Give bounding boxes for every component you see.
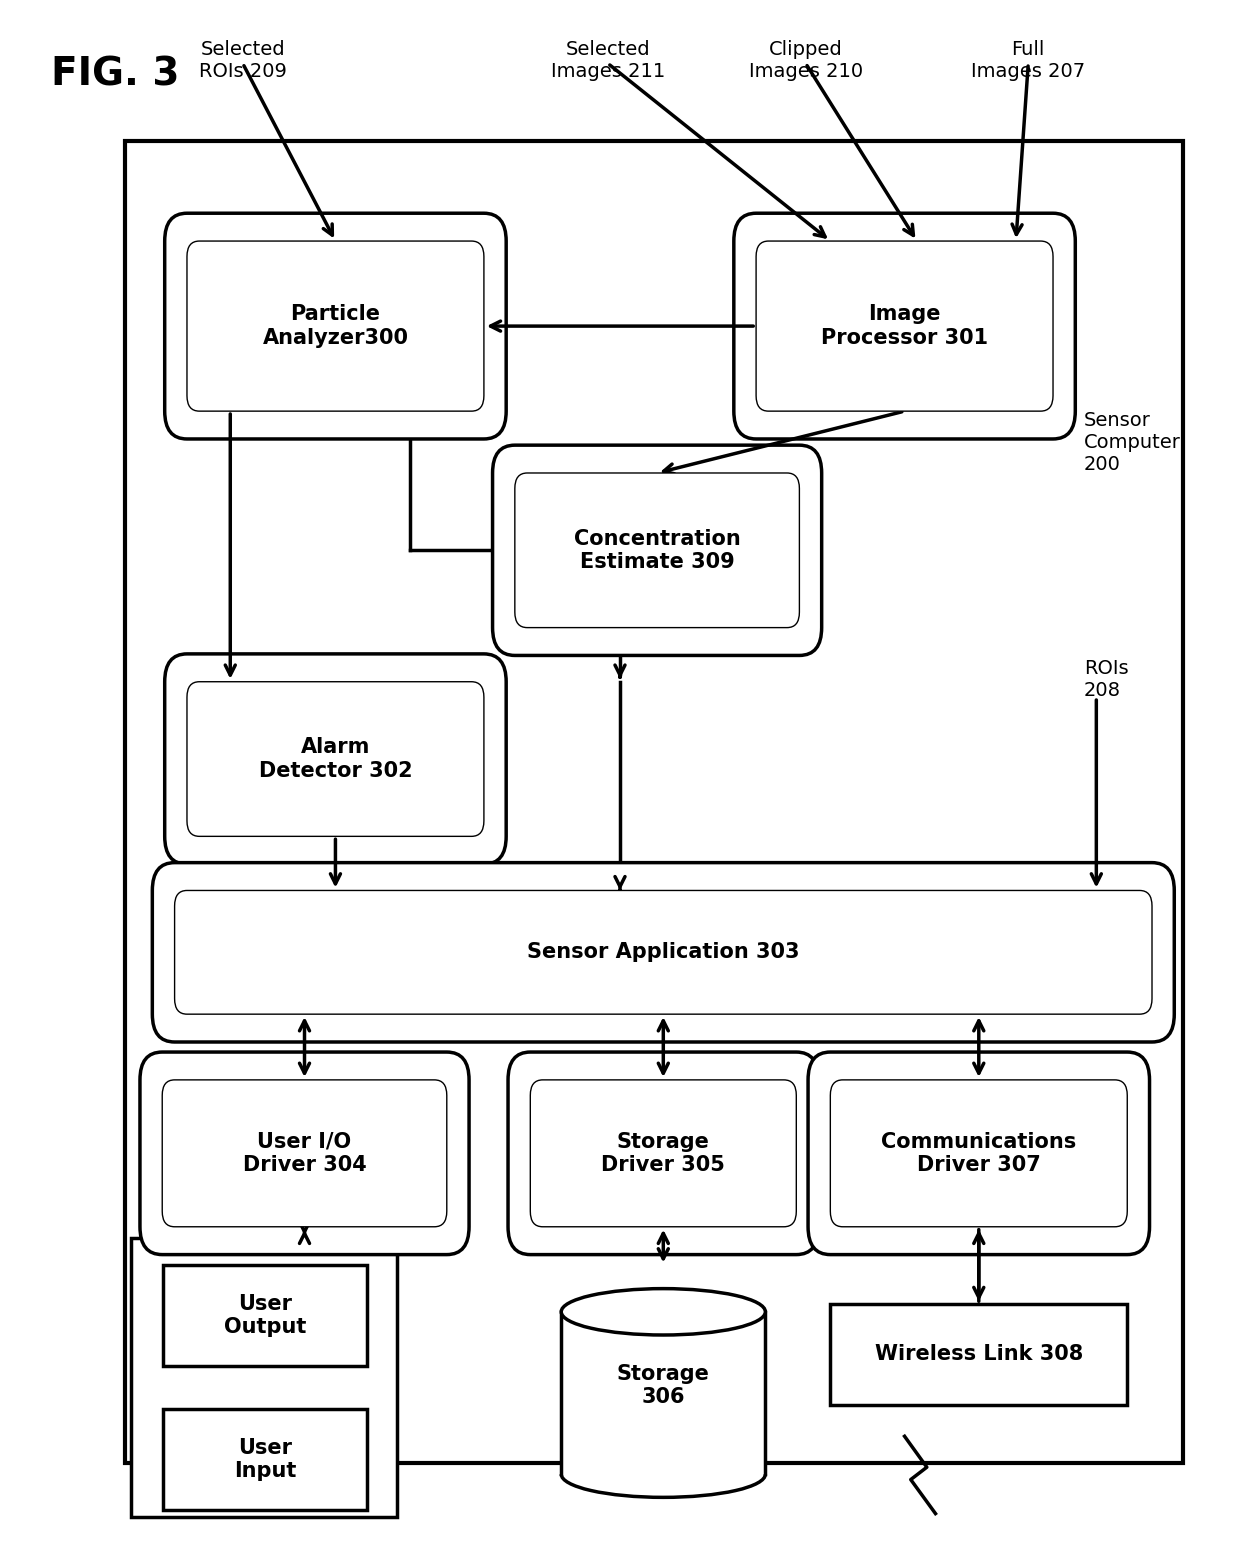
Bar: [131, 1238, 397, 1516]
Text: Storage
Driver 305: Storage Driver 305: [601, 1132, 725, 1176]
FancyBboxPatch shape: [808, 1052, 1149, 1255]
Text: Selected
Images 211: Selected Images 211: [551, 40, 665, 81]
FancyBboxPatch shape: [162, 1080, 446, 1227]
FancyBboxPatch shape: [492, 445, 822, 655]
Bar: [125, 141, 1183, 1462]
Text: Concentration
Estimate 309: Concentration Estimate 309: [574, 528, 740, 572]
Ellipse shape: [562, 1289, 765, 1335]
FancyBboxPatch shape: [756, 242, 1053, 410]
FancyBboxPatch shape: [187, 682, 484, 836]
Bar: [831, 1304, 1127, 1405]
FancyBboxPatch shape: [531, 1080, 796, 1227]
FancyBboxPatch shape: [187, 242, 484, 410]
FancyBboxPatch shape: [515, 472, 800, 627]
FancyBboxPatch shape: [734, 214, 1075, 438]
Bar: [162, 1410, 367, 1510]
Bar: [162, 1266, 367, 1366]
Text: FIG. 3: FIG. 3: [51, 56, 180, 93]
FancyBboxPatch shape: [175, 891, 1152, 1015]
FancyBboxPatch shape: [831, 1080, 1127, 1227]
Text: Communications
Driver 307: Communications Driver 307: [882, 1132, 1076, 1176]
Text: User I/O
Driver 304: User I/O Driver 304: [243, 1132, 366, 1176]
Text: Particle
Analyzer300: Particle Analyzer300: [263, 305, 408, 347]
Text: Clipped
Images 210: Clipped Images 210: [749, 40, 863, 81]
Bar: [562, 1312, 765, 1475]
Text: User
Input: User Input: [233, 1437, 296, 1481]
Text: Sensor Application 303: Sensor Application 303: [527, 942, 800, 962]
FancyBboxPatch shape: [165, 654, 506, 864]
FancyBboxPatch shape: [508, 1052, 818, 1255]
Text: Selected
ROIs 209: Selected ROIs 209: [198, 40, 286, 81]
Text: Full
Images 207: Full Images 207: [971, 40, 1085, 81]
FancyBboxPatch shape: [165, 214, 506, 438]
Text: ROIs
208: ROIs 208: [1084, 658, 1128, 700]
Text: Image
Processor 301: Image Processor 301: [821, 305, 988, 347]
Text: Storage
306: Storage 306: [616, 1363, 709, 1406]
Text: Alarm
Detector 302: Alarm Detector 302: [259, 737, 412, 781]
FancyBboxPatch shape: [153, 863, 1174, 1042]
Text: Wireless Link 308: Wireless Link 308: [874, 1345, 1083, 1365]
Text: Sensor
Computer
200: Sensor Computer 200: [1084, 410, 1180, 474]
FancyBboxPatch shape: [140, 1052, 469, 1255]
Text: User
Output: User Output: [223, 1293, 306, 1337]
